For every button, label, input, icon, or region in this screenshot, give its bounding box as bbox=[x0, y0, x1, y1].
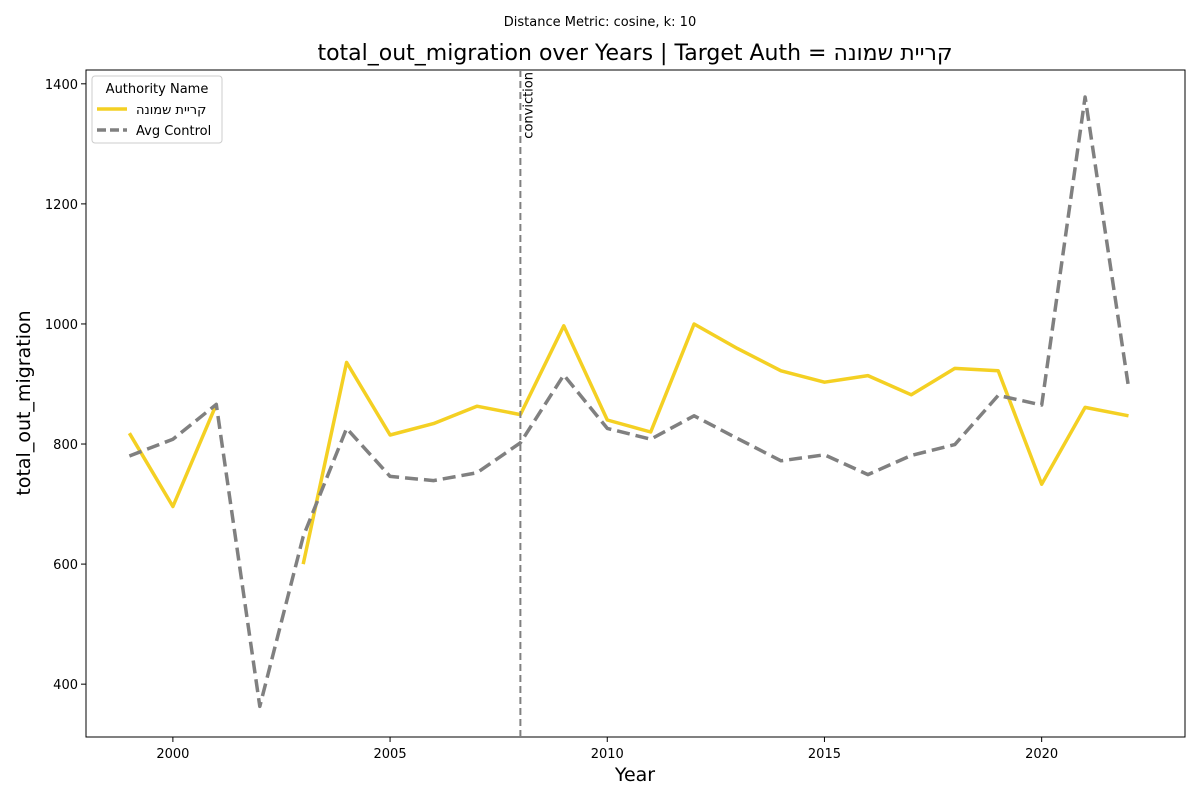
legend-box bbox=[91, 75, 223, 144]
legend-label-target: קריית שמונה bbox=[136, 103, 206, 118]
y-tick-label: 600 bbox=[53, 558, 78, 573]
legend-label-control: Avg Control bbox=[136, 124, 211, 139]
y-tick-label: 1000 bbox=[45, 318, 78, 333]
plot-border bbox=[85, 69, 1186, 738]
y-tick-label: 400 bbox=[53, 678, 78, 693]
x-tick-label: 2020 bbox=[1025, 747, 1058, 762]
y-axis-label: total_out_migration bbox=[13, 310, 35, 495]
y-tick-label: 1400 bbox=[45, 78, 78, 93]
x-axis: 2000 2005 2010 2015 2020 bbox=[156, 737, 1058, 762]
chart-title: total_out_migration over Years | Target … bbox=[317, 41, 952, 66]
series-layer bbox=[127, 95, 1131, 709]
legend: Authority Name קריית שמונה Avg Control bbox=[91, 75, 223, 144]
legend-title: Authority Name bbox=[106, 82, 209, 97]
series-line-target bbox=[127, 322, 1129, 565]
y-tick-label: 1200 bbox=[45, 198, 78, 213]
plot-area bbox=[85, 69, 1186, 738]
series-line-control bbox=[128, 95, 1131, 709]
x-tick-label: 2015 bbox=[808, 747, 841, 762]
conviction-label: conviction bbox=[521, 72, 536, 139]
x-tick-label: 2000 bbox=[156, 747, 189, 762]
y-axis: 400 600 800 1000 1200 1400 bbox=[45, 78, 86, 693]
annotation-layer: conviction bbox=[519, 70, 536, 737]
x-tick-label: 2005 bbox=[374, 747, 407, 762]
y-tick-label: 800 bbox=[53, 438, 78, 453]
x-tick-label: 2010 bbox=[591, 747, 624, 762]
chart-suptitle: Distance Metric: cosine, k: 10 bbox=[504, 15, 696, 30]
x-axis-label: Year bbox=[614, 764, 655, 786]
